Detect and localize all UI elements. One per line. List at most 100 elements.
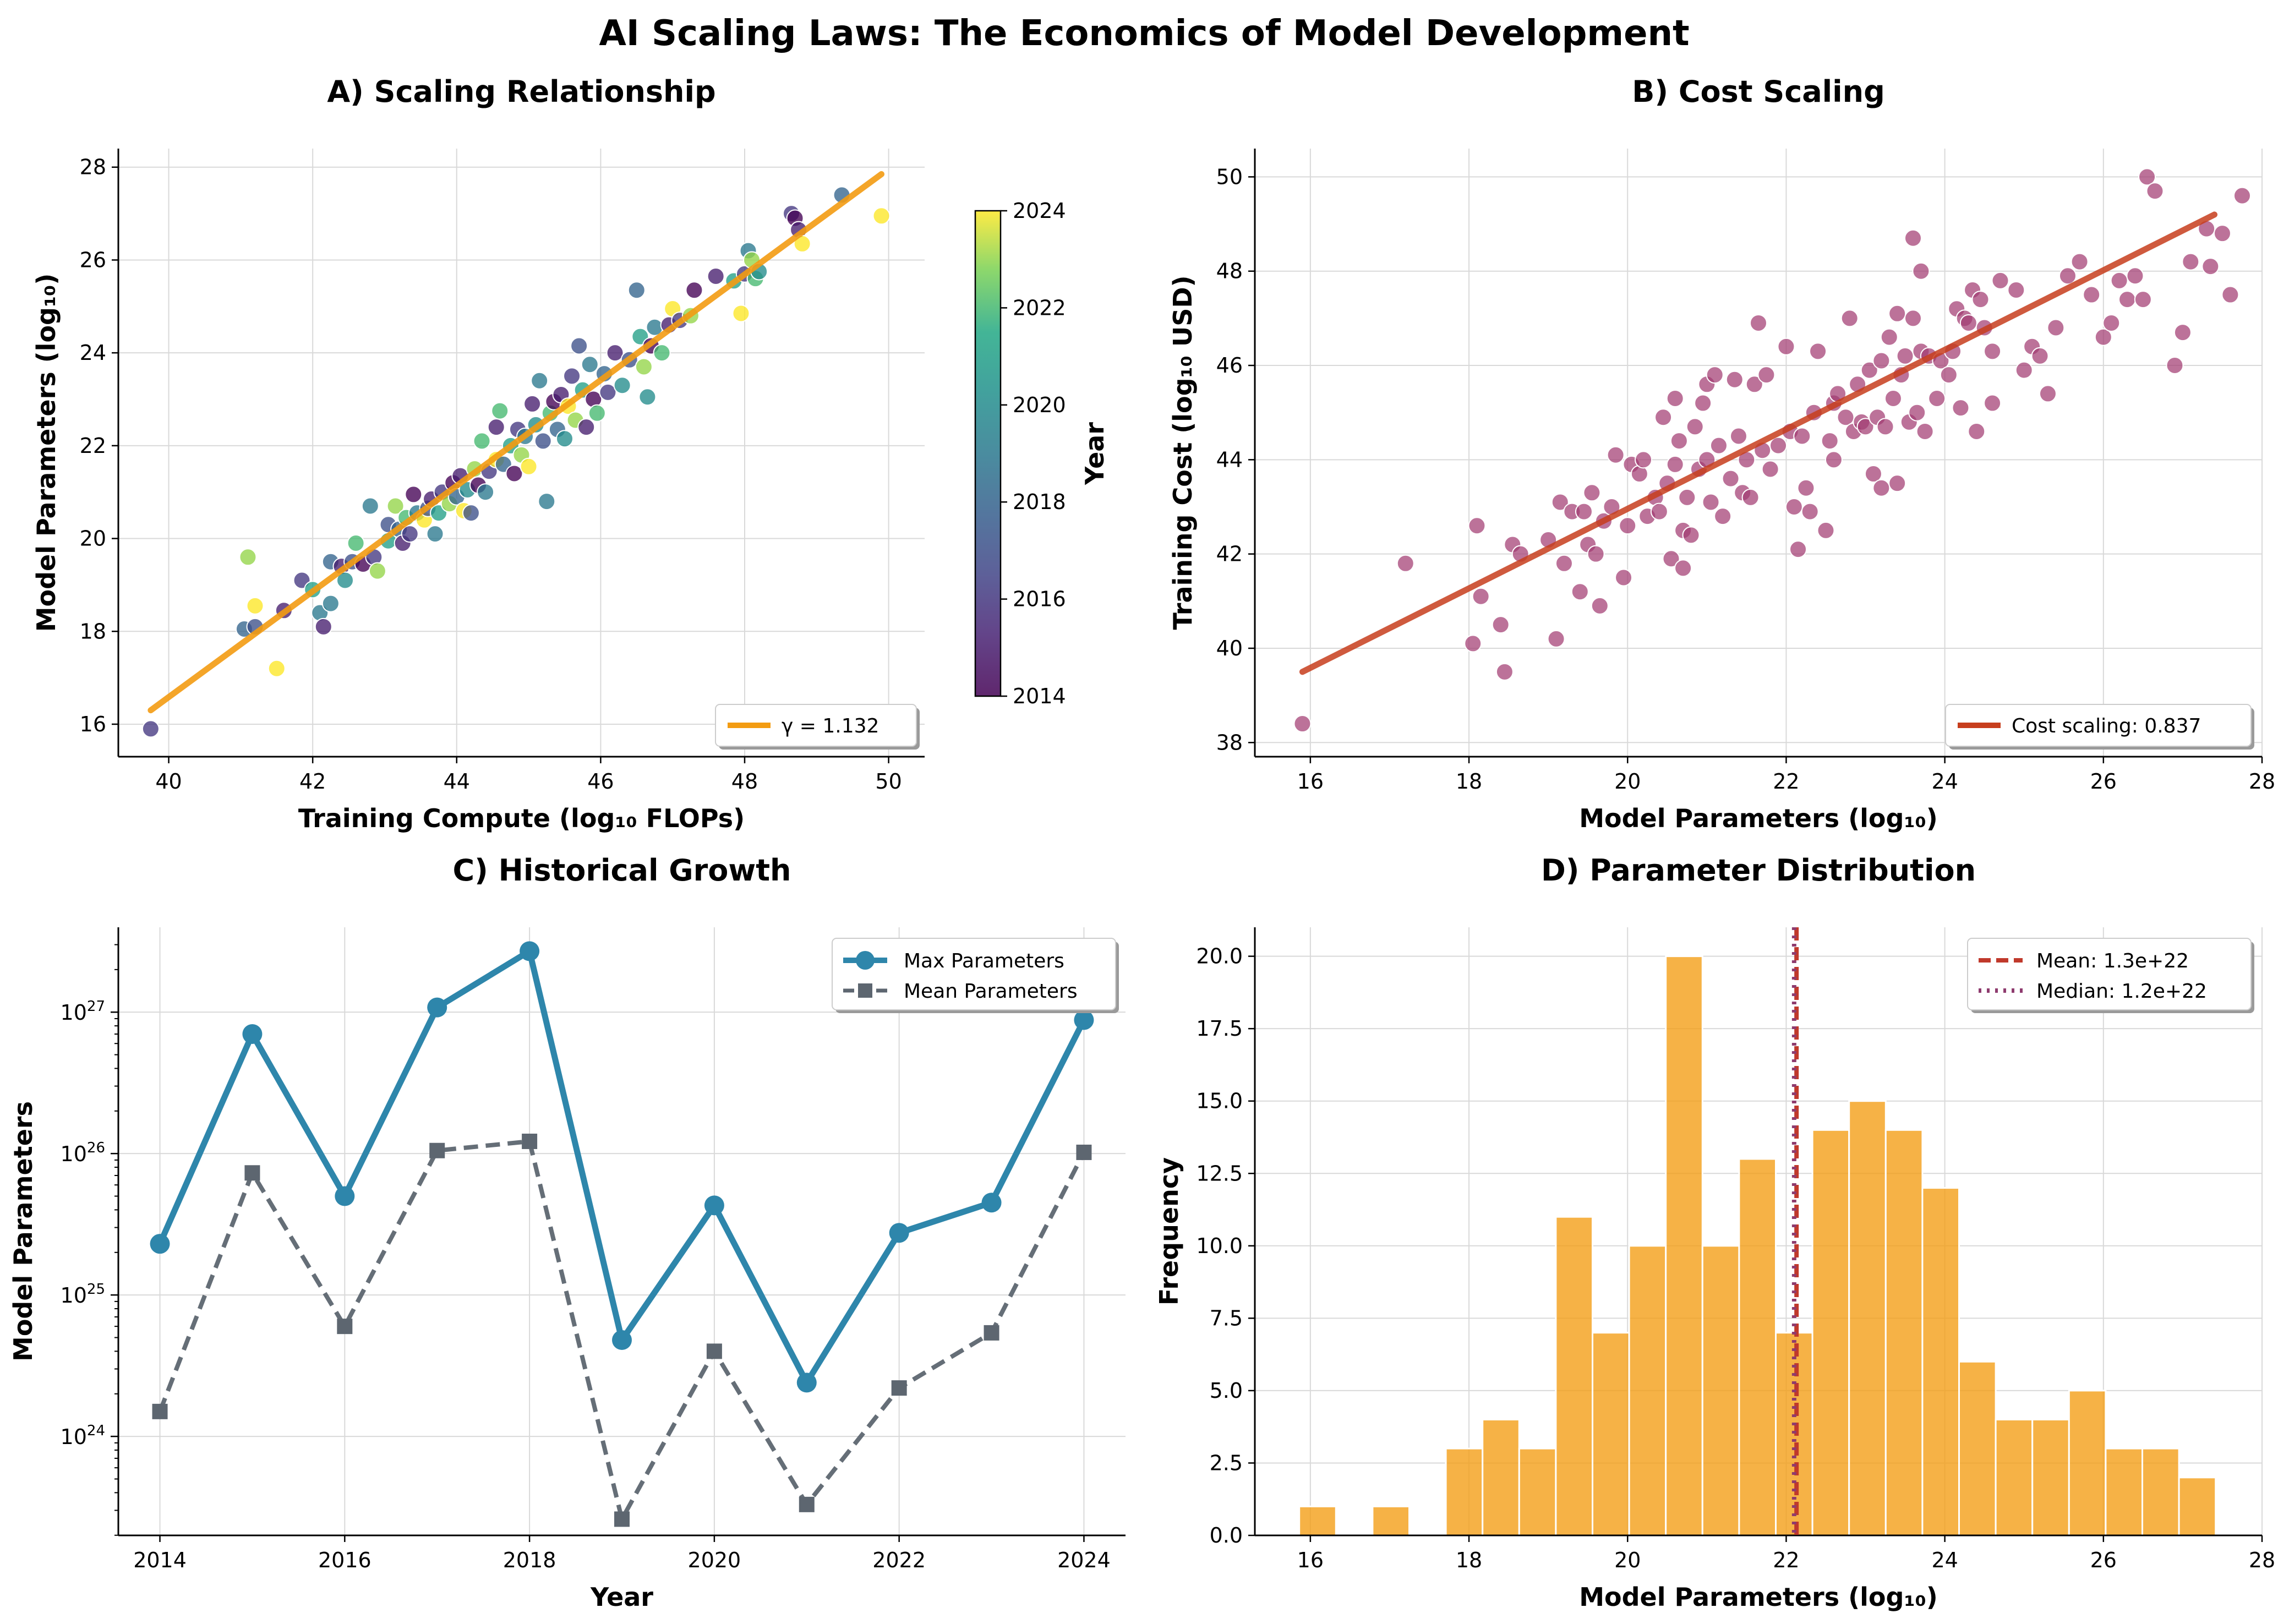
- scatter-point: [1952, 399, 1970, 417]
- colorbar-tick-label: 2024: [1013, 199, 1066, 223]
- histogram-bar: [1738, 1158, 1777, 1536]
- panel-d-x-tick-label: 16: [1297, 1548, 1324, 1572]
- scatter-point: [361, 497, 379, 515]
- scatter-point: [1793, 427, 1811, 445]
- scatter-point: [1709, 436, 1728, 455]
- scatter-point: [1619, 517, 1637, 535]
- panel-d-y-axis-label: Frequency: [1154, 1157, 1184, 1305]
- panel-d-x-tick-label: 26: [2090, 1548, 2117, 1572]
- colorbar-frame: [974, 210, 1002, 697]
- scatter-point: [477, 483, 495, 501]
- histogram-bar: [1518, 1447, 1557, 1536]
- panel-d-x-tick-label: 28: [2249, 1548, 2275, 1572]
- panel-d-y-tick-label: 2.5: [1210, 1451, 1243, 1475]
- scatter-point: [588, 404, 606, 422]
- scatter-point: [1872, 479, 1891, 497]
- scatter-point: [1575, 502, 1593, 521]
- scatter-point: [2221, 286, 2239, 304]
- scatter-point: [1769, 436, 1788, 455]
- mean-point: [152, 1403, 168, 1419]
- scatter-point: [2102, 314, 2121, 332]
- scatter-point: [1928, 389, 1946, 407]
- scatter-point: [581, 356, 599, 374]
- mean-point: [429, 1142, 445, 1158]
- panel-b-title: B) Cost Scaling: [1632, 74, 1885, 109]
- scatter-point: [2015, 361, 2033, 379]
- panel-c-y-tick-label: 1025: [61, 1281, 105, 1308]
- histogram-bar: [1665, 955, 1703, 1536]
- scatter-point: [1904, 309, 1922, 327]
- scatter-point: [2182, 253, 2200, 271]
- scatter-point: [1714, 507, 1732, 526]
- histogram-bar: [1701, 1245, 1740, 1536]
- legend-mean-label: Mean: 1.3e+22: [2036, 950, 2189, 972]
- panel-c-legend: [832, 938, 1116, 1010]
- panel-d-x-tick-label: 22: [1773, 1548, 1799, 1572]
- scatter-point: [2201, 258, 2220, 276]
- scatter-point: [2094, 328, 2112, 346]
- scatter-point: [1896, 347, 1914, 365]
- scatter-point: [1682, 526, 1700, 544]
- scatter-point: [487, 418, 505, 436]
- panel-a-x-tick-label: 50: [875, 769, 902, 794]
- scatter-point: [1472, 587, 1490, 605]
- scatter-point: [1396, 554, 1414, 572]
- scatter-point: [638, 388, 657, 406]
- colorbar-tick-label: 2014: [1013, 684, 1066, 708]
- panel-b-legend: [1945, 704, 2252, 747]
- histogram-bar: [2178, 1477, 2217, 1536]
- histogram-bar: [1628, 1245, 1667, 1536]
- mean-point: [337, 1319, 353, 1335]
- panel-a-y-axis-label: Model Parameters (log₁₀): [31, 274, 61, 632]
- scatter-point: [1801, 502, 1819, 521]
- scatter-point: [2134, 291, 2152, 309]
- scatter-point: [1654, 408, 1673, 426]
- histogram-bar: [1591, 1332, 1630, 1536]
- scatter-point: [2083, 286, 2101, 304]
- colorbar-label: Year: [1080, 422, 1110, 485]
- scatter-point: [1904, 229, 1922, 247]
- scatter-point: [531, 371, 549, 390]
- scatter-point: [1837, 408, 1855, 426]
- scatter-point: [239, 548, 257, 566]
- panel-b-x-tick-label: 22: [1773, 769, 1799, 794]
- legend-max-label: Max Parameters: [904, 950, 1064, 972]
- scatter-point: [1571, 583, 1589, 601]
- scatter-point: [555, 430, 573, 448]
- max-point: [335, 1186, 355, 1206]
- scatter-point: [1666, 455, 1684, 473]
- scatter-point: [1840, 309, 1859, 327]
- panel-b-y-axis-label: Training Cost (log₁₀ USD): [1168, 275, 1198, 630]
- scatter-point: [1809, 342, 1827, 360]
- panel-b-x-tick-label: 20: [1614, 769, 1641, 794]
- scatter-point: [267, 659, 286, 677]
- scatter-point: [606, 344, 624, 362]
- scatter-point: [2071, 253, 2089, 271]
- panel-a-y-tick-label: 18: [80, 619, 106, 643]
- panel-b-x-tick-label: 24: [1931, 769, 1958, 794]
- panel-d-y-tick-label: 7.5: [1210, 1306, 1243, 1330]
- panel-c-y-axis-label: Model Parameters: [8, 1101, 38, 1361]
- panel-a-x-tick-label: 40: [155, 769, 182, 794]
- scatter-point: [2233, 187, 2251, 205]
- legend-mean-marker: [858, 983, 872, 998]
- scatter-point: [1888, 474, 1906, 493]
- scatter-point: [1666, 389, 1684, 407]
- panel-c-title: C) Historical Growth: [453, 853, 791, 888]
- histogram-bar: [1774, 1332, 1813, 1536]
- scatter-point: [1583, 484, 1601, 502]
- mean-point: [244, 1165, 260, 1181]
- scatter-point: [505, 464, 523, 483]
- mean-point: [1076, 1144, 1092, 1160]
- panel-a-y-tick-label: 22: [80, 434, 106, 458]
- scatter-point: [1615, 568, 1633, 587]
- scatter-point: [321, 594, 340, 613]
- scatter-point: [653, 344, 671, 362]
- scatter-point: [1821, 432, 1839, 450]
- scatter-point: [1702, 493, 1720, 511]
- scatter-point: [1725, 370, 1744, 389]
- panel-b-x-tick-label: 28: [2249, 769, 2275, 794]
- scatter-point: [1797, 479, 1815, 497]
- scatter-point: [401, 525, 419, 543]
